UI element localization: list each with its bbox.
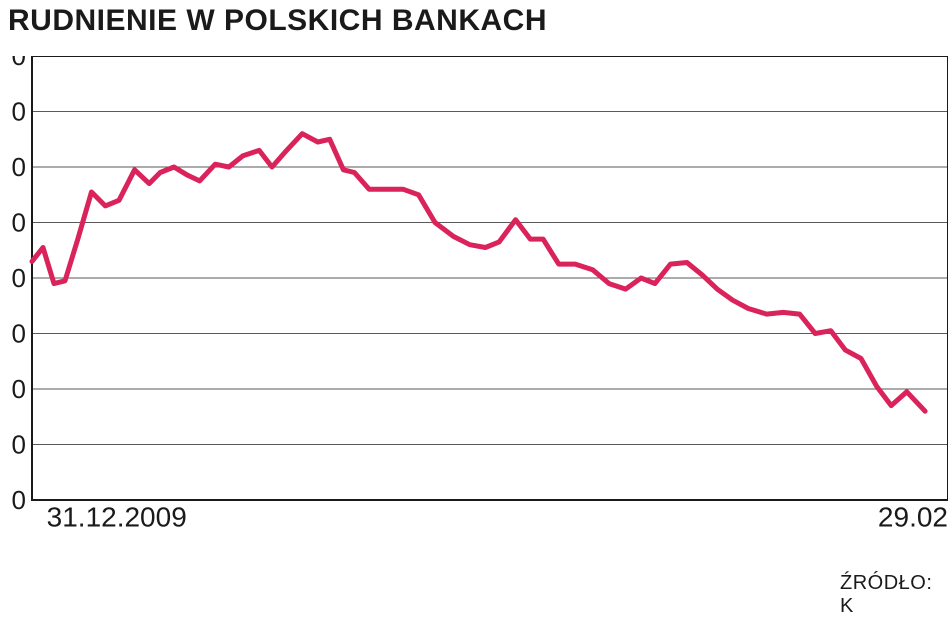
chart-source: ŹRÓDŁO: K (840, 572, 948, 618)
svg-text:0: 0 (12, 208, 26, 238)
chart-area: 0 0 0 0 0 0 0 0 0 31.12.2009 29.02 (10, 56, 948, 536)
svg-text:0: 0 (12, 485, 26, 515)
svg-text:29.02: 29.02 (878, 502, 948, 533)
svg-text:0: 0 (12, 97, 26, 127)
svg-text:0: 0 (12, 430, 26, 460)
chart-title: RUDNIENIE W POLSKICH BANKACH (8, 4, 547, 38)
svg-text:0: 0 (12, 319, 26, 349)
svg-text:0: 0 (12, 374, 26, 404)
svg-text:0: 0 (12, 263, 26, 293)
svg-text:31.12.2009: 31.12.2009 (47, 502, 187, 533)
line-chart: 0 0 0 0 0 0 0 0 0 31.12.2009 29.02 (10, 56, 948, 536)
svg-text:0: 0 (12, 152, 26, 182)
svg-text:0: 0 (12, 56, 26, 71)
